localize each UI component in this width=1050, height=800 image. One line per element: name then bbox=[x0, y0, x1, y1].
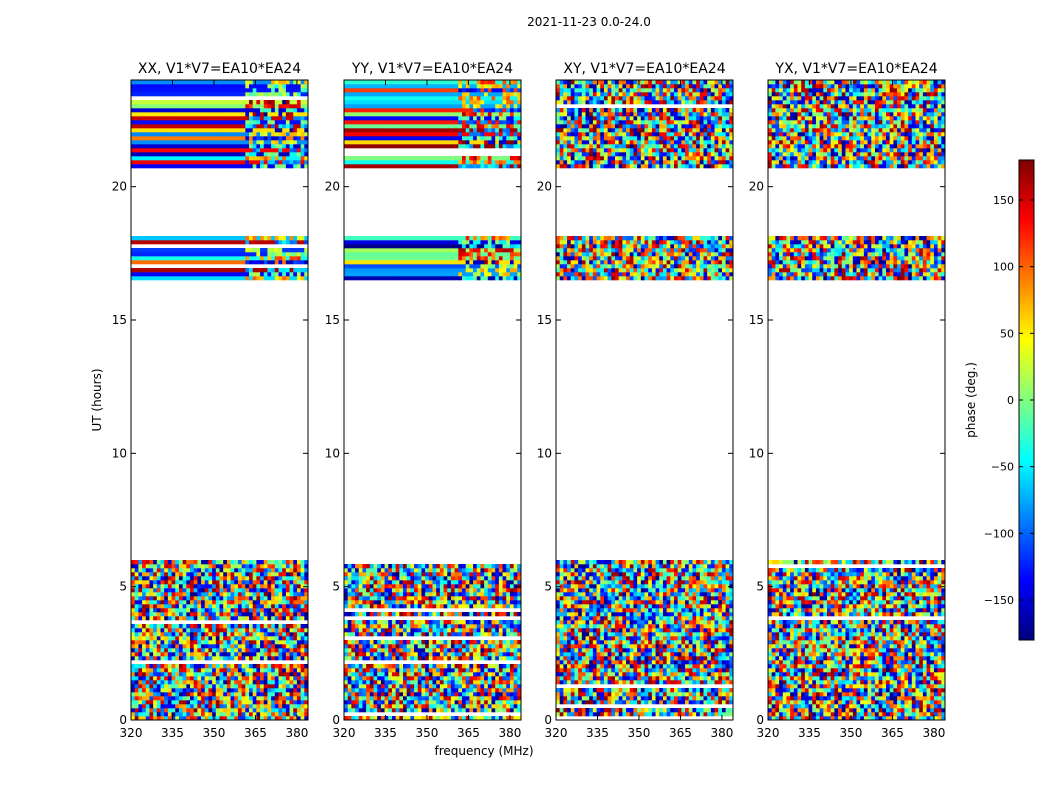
y-tick-label-yx-0: 0 bbox=[756, 713, 764, 727]
axes-frame-yx bbox=[767, 79, 946, 721]
x-tick-label-yy-320: 320 bbox=[333, 726, 356, 740]
x-tick-label-yx-380: 380 bbox=[922, 726, 945, 740]
x-tick-label-xy-365: 365 bbox=[669, 726, 692, 740]
heatmap-xy bbox=[556, 80, 734, 717]
x-tick-label-xy-335: 335 bbox=[586, 726, 609, 740]
y-tick-label-yy-10: 10 bbox=[325, 446, 340, 460]
x-tick-label-xx-320: 320 bbox=[120, 726, 143, 740]
y-tick-label-xy-0: 0 bbox=[544, 713, 552, 727]
x-axis-label: frequency (MHz) bbox=[434, 744, 533, 758]
y-tick-label-xy-10: 10 bbox=[537, 446, 552, 460]
y-tick-label-yy-0: 0 bbox=[332, 713, 340, 727]
heatmap-xx bbox=[131, 80, 309, 721]
x-tick-label-xx-335: 335 bbox=[161, 726, 184, 740]
x-tick-label-yy-335: 335 bbox=[374, 726, 397, 740]
panel-title-xy: XY, V1*V7=EA10*EA24 bbox=[563, 61, 725, 77]
x-tick-label-xx-365: 365 bbox=[244, 726, 267, 740]
panel-title-xx: XX, V1*V7=EA10*EA24 bbox=[138, 61, 301, 77]
x-tick-label-yx-335: 335 bbox=[798, 726, 821, 740]
colorbar-tick-label-3: 0 bbox=[1007, 394, 1014, 407]
panel-title-yx: YX, V1*V7=EA10*EA24 bbox=[774, 61, 937, 77]
y-tick-label-yx-10: 10 bbox=[749, 446, 764, 460]
colorbar-tick-label-1: −100 bbox=[984, 527, 1014, 540]
axes-frame-xy bbox=[555, 79, 734, 721]
heatmap-yx bbox=[768, 80, 946, 721]
x-tick-label-xy-350: 350 bbox=[628, 726, 651, 740]
x-tick-label-yy-365: 365 bbox=[457, 726, 480, 740]
axes-frame-xx bbox=[130, 79, 309, 721]
y-tick-label-xx-15: 15 bbox=[112, 313, 127, 327]
y-tick-label-xx-5: 5 bbox=[119, 580, 127, 594]
y-tick-label-yx-15: 15 bbox=[749, 313, 764, 327]
x-tick-label-yx-350: 350 bbox=[840, 726, 863, 740]
x-tick-label-yy-380: 380 bbox=[498, 726, 521, 740]
y-tick-label-yy-15: 15 bbox=[325, 313, 340, 327]
colorbar-tick-label-6: 150 bbox=[993, 194, 1014, 207]
x-tick-label-yy-350: 350 bbox=[416, 726, 439, 740]
x-tick-label-yx-320: 320 bbox=[757, 726, 780, 740]
figure-suptitle: 2021-11-23 0.0-24.0 bbox=[527, 15, 651, 29]
y-axis-label: UT (hours) bbox=[90, 368, 104, 431]
y-tick-label-xx-0: 0 bbox=[119, 713, 127, 727]
x-tick-label-xy-320: 320 bbox=[545, 726, 568, 740]
y-tick-label-xy-5: 5 bbox=[544, 580, 552, 594]
y-tick-label-yy-5: 5 bbox=[332, 580, 340, 594]
colorbar-tick-label-4: 50 bbox=[1000, 327, 1014, 340]
x-tick-label-yx-365: 365 bbox=[881, 726, 904, 740]
colorbar-label: phase (deg.) bbox=[964, 362, 978, 438]
y-tick-label-yx-20: 20 bbox=[749, 180, 764, 194]
heatmap-yy bbox=[344, 80, 522, 721]
colorbar-tick-label-5: 100 bbox=[993, 261, 1014, 274]
y-tick-label-xy-20: 20 bbox=[537, 180, 552, 194]
y-tick-label-yy-20: 20 bbox=[325, 180, 340, 194]
x-tick-label-xx-350: 350 bbox=[203, 726, 226, 740]
y-tick-label-xx-20: 20 bbox=[112, 180, 127, 194]
axes-frame-yy bbox=[343, 79, 522, 721]
panel-title-yy: YY, V1*V7=EA10*EA24 bbox=[351, 61, 513, 77]
y-tick-label-yx-5: 5 bbox=[756, 580, 764, 594]
y-tick-label-xy-15: 15 bbox=[537, 313, 552, 327]
colorbar-tick-label-2: −50 bbox=[991, 461, 1014, 474]
colorbar-tick-label-0: −150 bbox=[984, 594, 1014, 607]
y-tick-label-xx-10: 10 bbox=[112, 446, 127, 460]
x-tick-label-xx-380: 380 bbox=[285, 726, 308, 740]
x-tick-label-xy-380: 380 bbox=[710, 726, 733, 740]
